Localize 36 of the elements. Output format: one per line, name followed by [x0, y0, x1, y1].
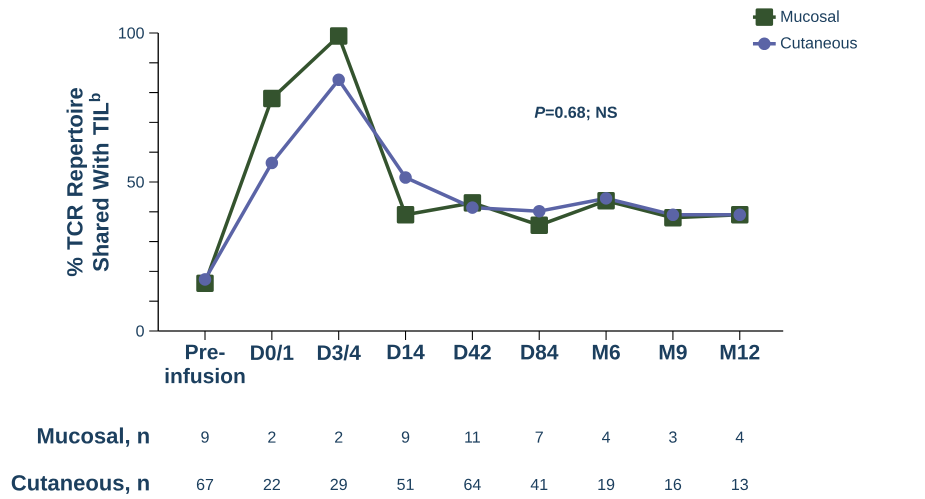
text: 19 [598, 478, 614, 490]
text: Cutaneous, n [12, 475, 149, 494]
text: 41 [530, 478, 548, 490]
x-tick-label: D42 [454, 344, 491, 360]
x-tick-label: M12 [720, 344, 760, 360]
text: 9 [402, 431, 410, 443]
text: 2 [335, 431, 342, 443]
annotation: P=0.68; NS [534, 106, 617, 120]
text: 64 [464, 478, 481, 490]
text: Mucosal, n [38, 427, 149, 447]
y-tick-label: 0 [136, 325, 144, 337]
text: 29 [330, 478, 347, 490]
x-tick-label: Pre-infusion [166, 344, 245, 384]
text: 67 [196, 478, 214, 490]
text: 51 [397, 478, 414, 490]
text: 16 [665, 478, 682, 490]
y-tick-label: 100 [119, 27, 144, 39]
x-tick-label: D3/4 [318, 344, 361, 360]
text: 4 [736, 432, 744, 443]
legend-label: Mucosal [781, 10, 839, 22]
y-tick-label: 50 [127, 176, 144, 188]
y-axis-title: % TCR Repertoire Shared With TIL$^{b}$ [66, 88, 109, 276]
x-tick-label: D0/1 [251, 344, 294, 360]
text: 3 [669, 431, 677, 443]
x-tick-label: D84 [521, 344, 558, 360]
x-tick-label: D14 [388, 344, 425, 360]
text: 13 [732, 478, 748, 490]
text: 11 [465, 432, 480, 443]
text: 4 [602, 432, 610, 443]
legend-label: Cutaneous [780, 37, 857, 49]
text: 7 [536, 432, 543, 443]
text: 22 [264, 478, 280, 490]
text: 9 [201, 431, 209, 443]
x-tick-label: M6 [592, 344, 620, 360]
x-tick-label: M9 [660, 344, 687, 360]
text: 2 [268, 431, 276, 443]
